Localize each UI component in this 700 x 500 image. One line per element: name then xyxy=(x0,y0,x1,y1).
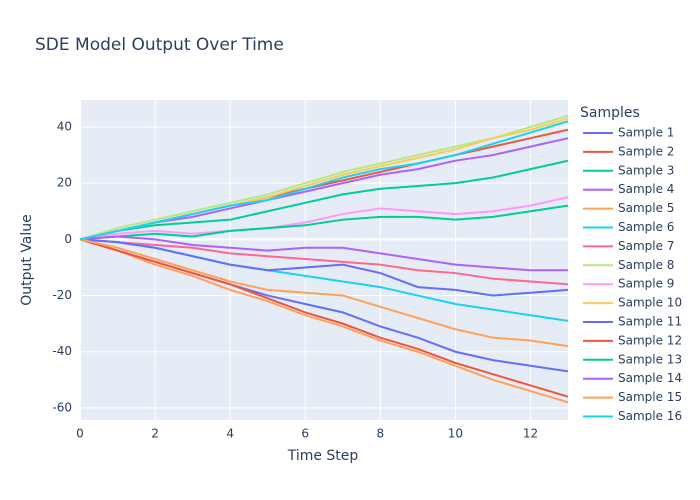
x-tick-label: 8 xyxy=(376,427,384,441)
y-tick-label: 0 xyxy=(64,232,72,246)
legend-label: Sample 3 xyxy=(618,163,674,177)
y-tick-label: 20 xyxy=(57,176,72,190)
legend-label: Sample 9 xyxy=(618,277,674,291)
data-line xyxy=(80,238,568,348)
legend-label: Sample 14 xyxy=(618,371,682,385)
x-tick-label: 2 xyxy=(151,427,159,441)
legend-label: Sample 16 xyxy=(618,409,682,423)
data-line xyxy=(80,238,568,404)
data-line xyxy=(80,235,568,272)
x-tick-label: 4 xyxy=(226,427,234,441)
legend-label: Sample 12 xyxy=(618,333,682,347)
data-line xyxy=(80,204,568,241)
data-line xyxy=(80,120,568,241)
y-tick-label: -20 xyxy=(52,288,72,302)
data-line xyxy=(80,196,568,241)
x-tick-label: 6 xyxy=(301,427,309,441)
legend-label: Sample 15 xyxy=(618,390,682,404)
data-line xyxy=(80,159,568,241)
legend-title: Samples xyxy=(580,105,640,121)
x-tick-label: 12 xyxy=(523,427,538,441)
legend-label: Sample 7 xyxy=(618,239,674,253)
y-tick-label: -40 xyxy=(52,344,72,358)
x-tick-label: 0 xyxy=(76,427,84,441)
x-axis-label: Time Step xyxy=(287,448,359,464)
legend-label: Sample 13 xyxy=(618,352,682,366)
y-axis-label: Output Value xyxy=(19,214,35,306)
legend-label: Sample 11 xyxy=(618,315,682,329)
y-tick-label: -60 xyxy=(52,400,72,414)
legend-label: Sample 1 xyxy=(618,126,674,140)
legend-label: Sample 5 xyxy=(618,201,674,215)
data-line xyxy=(80,238,568,398)
legend-label: Sample 2 xyxy=(618,144,674,158)
data-line xyxy=(80,238,568,286)
legend-label: Sample 4 xyxy=(618,182,674,196)
data-line xyxy=(80,238,568,297)
legend-label: Sample 6 xyxy=(618,220,674,234)
chart-title: SDE Model Output Over Time xyxy=(35,35,284,55)
x-tick-label: 10 xyxy=(448,427,463,441)
legend-label: Sample 10 xyxy=(618,296,682,310)
legend-label: Sample 8 xyxy=(618,258,674,272)
y-tick-label: 40 xyxy=(57,119,72,133)
